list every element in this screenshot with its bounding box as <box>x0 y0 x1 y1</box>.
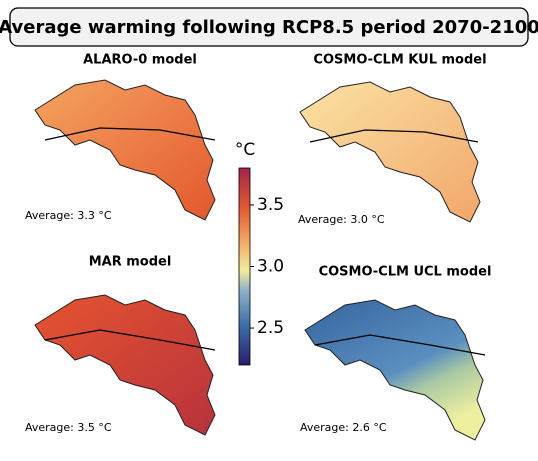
map <box>34 294 216 436</box>
map <box>304 299 486 441</box>
panel-title: MAR model <box>89 255 172 270</box>
average: Average: 3.3 °C <box>25 209 112 222</box>
title: Average warming following RCP8.5 period … <box>0 17 538 38</box>
average: Average: 2.6 °C <box>300 421 387 434</box>
panel-title: COSMO-CLM UCL model <box>319 265 492 280</box>
average: Average: 3.5 °C <box>25 421 112 434</box>
colorbar <box>238 167 251 366</box>
colorbar-tick-label: 3.5 <box>257 195 284 215</box>
title-box <box>9 7 529 47</box>
map <box>299 81 481 223</box>
border-line <box>309 129 479 143</box>
border-line <box>314 334 486 356</box>
panel-title: ALARO-0 model <box>83 53 197 68</box>
panel-title: COSMO-CLM KUL model <box>313 53 486 68</box>
colorbar-label: °C <box>235 140 255 160</box>
average: Average: 3.0 °C <box>298 213 385 226</box>
map <box>34 79 216 221</box>
border-line <box>44 329 216 351</box>
colorbar-tick-label: 2.5 <box>257 318 284 338</box>
border-line <box>44 127 216 141</box>
colorbar-tick-label: 3.0 <box>257 257 284 277</box>
